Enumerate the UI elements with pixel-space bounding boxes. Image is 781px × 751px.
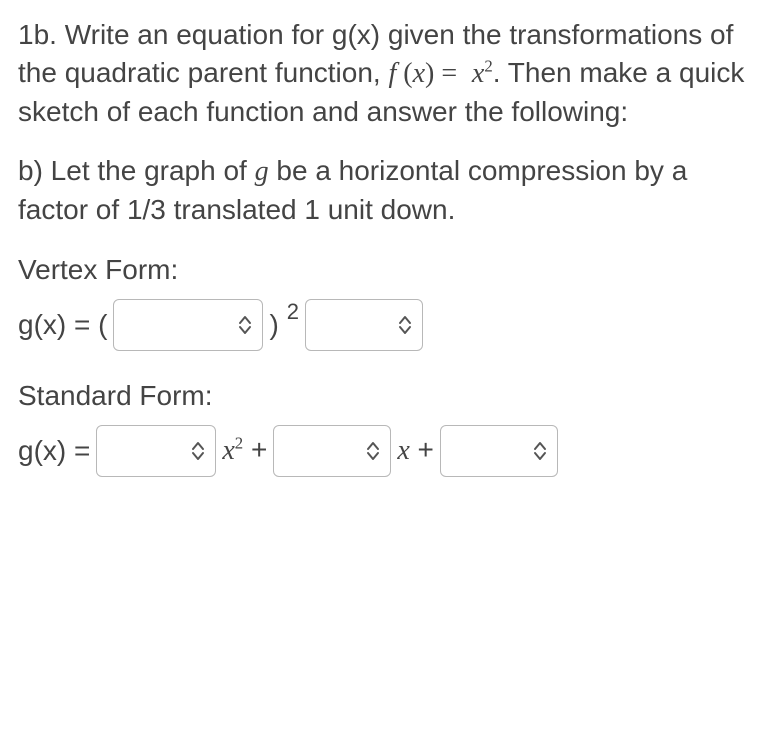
fx-rhs-exp: 2: [484, 56, 492, 75]
vertex-input-a[interactable]: [113, 299, 263, 351]
standard-input-b[interactable]: [273, 425, 391, 477]
part-b-g: g: [255, 156, 269, 187]
fx-open: (: [396, 58, 412, 89]
part-b-text: b) Let the graph of g be a horizontal co…: [18, 152, 763, 229]
fx-close: ) =: [425, 58, 464, 89]
vertex-input-k[interactable]: [305, 299, 423, 351]
part-b-1: b) Let the graph of: [18, 155, 255, 186]
vertex-form-row: g(x) = ( ) 2: [18, 299, 763, 351]
stepper-icon[interactable]: [396, 305, 414, 345]
stepper-icon[interactable]: [189, 431, 207, 471]
standard-form-label: Standard Form:: [18, 377, 763, 415]
x2-exp: 2: [235, 434, 243, 453]
question-intro: 1b. Write an equation for g(x) given the…: [18, 16, 763, 130]
stepper-icon[interactable]: [236, 305, 254, 345]
standard-form-row: g(x) = x2 + x +: [18, 425, 763, 477]
stepper-icon[interactable]: [364, 431, 382, 471]
plus-2: +: [410, 434, 434, 465]
stepper-icon[interactable]: [531, 431, 549, 471]
standard-lhs: g(x) =: [18, 432, 90, 470]
plus-1: +: [243, 434, 267, 465]
standard-input-a[interactable]: [96, 425, 216, 477]
standard-x2: x2 +: [222, 431, 267, 470]
vertex-squared: 2: [287, 297, 299, 327]
fx-var: x: [413, 58, 425, 89]
fx-rhs-var: x: [472, 58, 484, 89]
standard-input-c[interactable]: [440, 425, 558, 477]
x-var: x: [397, 435, 409, 466]
vertex-close-paren: ): [269, 306, 278, 344]
vertex-lhs: g(x) = (: [18, 306, 107, 344]
standard-x: x +: [397, 431, 434, 470]
x2-var: x: [222, 435, 234, 466]
vertex-form-label: Vertex Form:: [18, 251, 763, 289]
